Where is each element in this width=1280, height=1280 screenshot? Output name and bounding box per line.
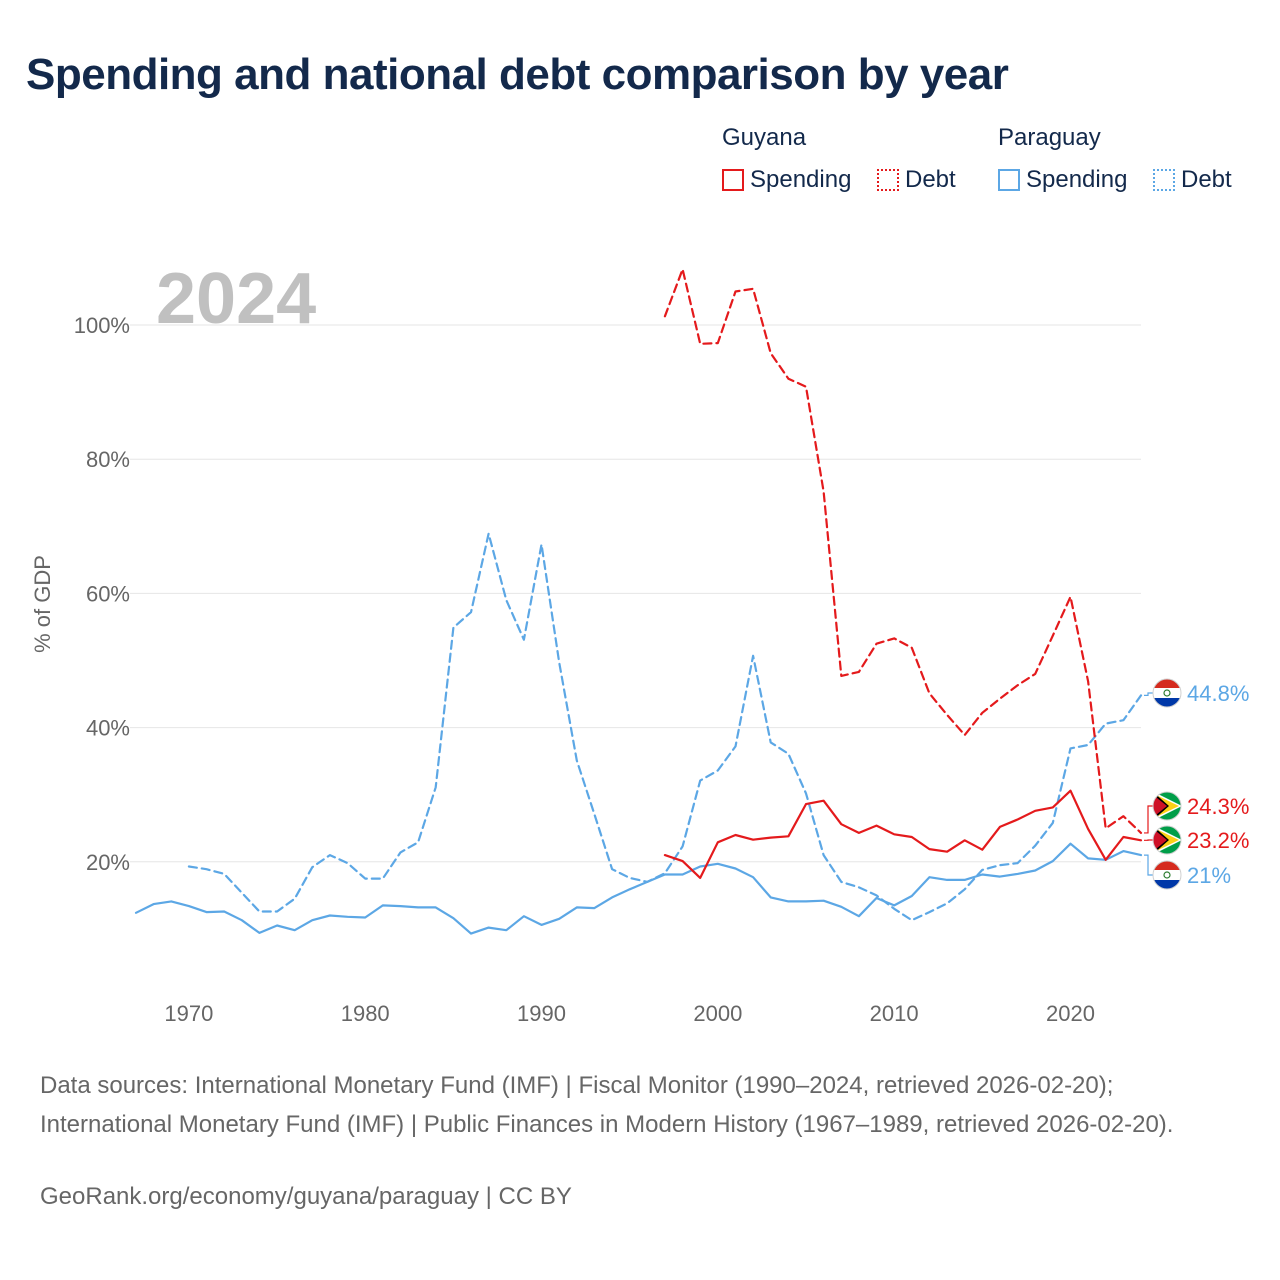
legend-label: Debt (1181, 166, 1232, 193)
leader-line (1144, 692, 1155, 696)
flag-outline (1152, 678, 1182, 708)
legend-label: Spending (1026, 166, 1128, 193)
flag-emblem (1163, 871, 1171, 879)
legend-item-guyana-debt[interactable]: Debt (877, 166, 956, 194)
paraguay-flag (1152, 860, 1182, 890)
guyana-flag (1152, 825, 1182, 855)
flag-outline (1152, 860, 1182, 890)
series-line-guyana-debt (663, 268, 1143, 835)
chart-title: Spending and national debt comparison by… (26, 50, 1009, 99)
flag-outline (1152, 791, 1182, 821)
credit-link[interactable]: GeoRank.org/economy/guyana/paraguay | CC… (40, 1183, 572, 1210)
flag-body (1153, 792, 1181, 820)
legend-swatch-dotted (877, 169, 899, 191)
leader-line (1144, 805, 1155, 834)
flag-emblem (1163, 689, 1171, 697)
y-tick-label: 100% (74, 313, 130, 338)
line-chart: 20% 40% 60% 80% 100% 1970 1980 1990 2000 2010 2020… (30, 259, 1249, 1026)
flag-stripe-blue (1153, 880, 1181, 889)
legend-swatch-solid (998, 169, 1020, 191)
flag-triangle-red (1153, 794, 1167, 818)
legend-swatch-solid (722, 169, 744, 191)
flag-stripe-white (1153, 870, 1181, 880)
legend-swatch-dotted (1153, 169, 1175, 191)
end-value-label: 44.8% (1187, 681, 1249, 706)
y-tick-label: 80% (86, 447, 130, 472)
flag-stripe-red (1153, 861, 1181, 870)
legend-group-guyana: Guyana (722, 124, 807, 151)
flag-stripe-red (1153, 679, 1181, 688)
flag-triangle-red (1153, 828, 1167, 852)
end-value-label: 21% (1187, 863, 1231, 888)
y-tick-label: 20% (86, 850, 130, 875)
x-tick-label: 2000 (693, 1001, 742, 1026)
flag-outline (1152, 825, 1182, 855)
x-tick-label: 1990 (517, 1001, 566, 1026)
series-line-paraguay-spending (134, 842, 1143, 935)
x-tick-label: 2010 (870, 1001, 919, 1026)
flag-body (1153, 861, 1181, 889)
legend-label: Spending (750, 166, 852, 193)
legend-item-paraguay-debt[interactable]: Debt (1153, 166, 1232, 194)
legend-label: Debt (905, 166, 956, 193)
end-value-label: 23.2% (1187, 828, 1249, 853)
flag-stripe-white (1153, 688, 1181, 698)
guyana-flag (1152, 791, 1182, 821)
series-line-paraguay-debt (187, 532, 1143, 922)
flag-body (1153, 826, 1181, 854)
y-tick-label: 60% (86, 581, 130, 606)
x-tick-label: 1980 (341, 1001, 390, 1026)
legend-item-paraguay-spending[interactable]: Spending (998, 166, 1127, 194)
year-label: 2024 (156, 259, 316, 339)
x-tick-label: 1970 (164, 1001, 213, 1026)
paraguay-flag (1152, 678, 1182, 708)
legend-item-guyana-spending[interactable]: Spending (722, 166, 851, 194)
x-tick-label: 2020 (1046, 1001, 1095, 1026)
flag-body (1153, 679, 1181, 707)
data-sources: Data sources: International Monetary Fun… (40, 1072, 1174, 1138)
y-tick-label: 40% (86, 716, 130, 741)
leader-line (1144, 854, 1155, 876)
y-axis-label: % of GDP (30, 555, 55, 653)
legend-group-paraguay: Paraguay (998, 124, 1101, 151)
end-value-label: 24.3% (1187, 794, 1249, 819)
series-line-guyana-spending (663, 789, 1143, 880)
flag-stripe-blue (1153, 698, 1181, 707)
